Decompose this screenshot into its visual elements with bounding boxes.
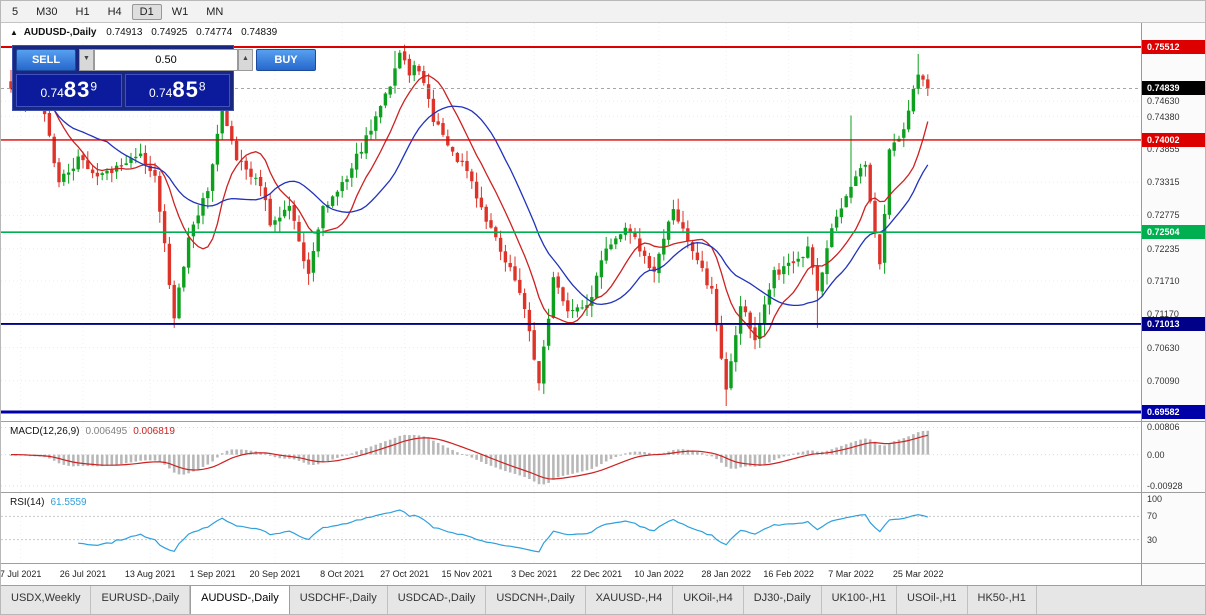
- ohlc-low: 0.74774: [196, 27, 233, 38]
- chart-tab[interactable]: USDX,Weekly: [1, 586, 92, 614]
- ohlc-open: 0.74913: [106, 27, 143, 38]
- date-tick: 22 Dec 2021: [571, 569, 623, 579]
- price-tick: 0.72775: [1147, 210, 1180, 221]
- sell-price-big-digits: 83: [63, 77, 91, 102]
- macd-indicator-label: MACD(12,26,9) 0.006495 0.006819: [10, 426, 175, 437]
- ohlc-high: 0.74925: [151, 27, 188, 38]
- chart-tab[interactable]: XAUUSD-,H4: [586, 586, 674, 614]
- time-axis: 7 Jul 2021 26 Jul 2021 13 Aug 2021 1 Sep 20…: [1, 563, 1141, 585]
- date-tick: 27 Oct 2021: [380, 569, 430, 579]
- macd-axis-tick: 0.00806: [1147, 422, 1180, 433]
- pane-separator: [1, 563, 1205, 564]
- timeframe-button-mn[interactable]: MN: [206, 5, 224, 18]
- rsi-axis-tick: 30: [1147, 534, 1158, 545]
- chart-tab[interactable]: AUDUSD-,Daily: [190, 586, 290, 614]
- current-price-label: 0.74839: [1142, 81, 1205, 96]
- price-tick: 0.73855: [1147, 144, 1180, 154]
- date-tick: 10 Jan 2022: [634, 569, 684, 579]
- sell-price[interactable]: 0.74839: [16, 74, 122, 107]
- price-tick: 0.74630: [1147, 96, 1180, 107]
- price-level-label: 0.72504: [1142, 225, 1205, 240]
- macd-name: MACD(12,26,9): [10, 426, 80, 437]
- chart-header: ▲ AUDUSD-,Daily 0.74913 0.74925 0.74774 …: [10, 27, 283, 38]
- buy-price-big-digits: 85: [172, 77, 199, 102]
- chart-tab[interactable]: USDCHF-,Daily: [290, 586, 388, 614]
- timeframe-button-5[interactable]: 5: [12, 5, 19, 18]
- price-tick: 0.73315: [1147, 177, 1180, 188]
- date-tick: 26 Jul 2021: [59, 569, 107, 579]
- price-level-label: 0.71013: [1142, 316, 1205, 331]
- chart-tab[interactable]: DJ30-,Daily: [744, 586, 822, 614]
- price-level-label: 0.74002: [1142, 132, 1205, 147]
- buy-price-pip: 8: [198, 79, 206, 94]
- date-tick: 20 Sep 2021: [249, 569, 301, 579]
- price-axis: 0.74630 0.74380 0.73855 0.73315 0.72775 0.722…: [1141, 23, 1205, 585]
- rsi-value: 61.5559: [50, 497, 87, 508]
- rsi-indicator-label: RSI(14) 61.5559: [10, 497, 87, 508]
- lot-size-stepper: ▼ ▲: [79, 49, 253, 71]
- price-tick: 0.70630: [1147, 342, 1180, 353]
- lot-decrease-button[interactable]: ▼: [79, 49, 94, 71]
- price-chart-canvas[interactable]: [1, 23, 1141, 421]
- timeframe-button-m30[interactable]: M30: [36, 5, 58, 18]
- date-tick: 1 Sep 2021: [189, 569, 236, 579]
- chart-tab[interactable]: UK100-,H1: [822, 586, 898, 614]
- date-tick: 8 Oct 2021: [320, 569, 365, 579]
- macd-axis-tick: 0.00: [1147, 449, 1165, 460]
- date-tick: 7 Jul 2021: [0, 569, 42, 579]
- buy-price[interactable]: 0.74858: [124, 74, 230, 107]
- one-click-expand-icon[interactable]: ▲: [10, 28, 18, 37]
- macd-indicator-canvas[interactable]: [1, 422, 1141, 492]
- price-tick: 0.74380: [1147, 111, 1180, 122]
- date-tick: 16 Feb 2022: [763, 569, 814, 579]
- rsi-axis-tick: 70: [1147, 511, 1158, 522]
- price-level-label: 0.69582: [1142, 405, 1205, 420]
- sell-button[interactable]: SELL: [16, 49, 76, 71]
- chart-symbol-title: AUDUSD-,Daily: [23, 27, 97, 38]
- timeframe-button-h1[interactable]: H1: [75, 5, 90, 18]
- one-click-trading-panel: SELL ▼ ▲ BUY 0.74839 0.74858: [12, 45, 316, 111]
- buy-button[interactable]: BUY: [256, 49, 316, 71]
- timeframe-button-w1[interactable]: W1: [171, 5, 189, 18]
- chart-tab[interactable]: USDCNH-,Daily: [486, 586, 586, 614]
- price-tick: 0.70090: [1147, 375, 1180, 386]
- date-tick: 3 Dec 2021: [511, 569, 558, 579]
- price-tick: 0.71170: [1147, 309, 1179, 320]
- lot-size-input[interactable]: [94, 49, 238, 71]
- date-tick: 25 Mar 2022: [892, 569, 944, 579]
- date-tick: 15 Nov 2021: [441, 569, 493, 579]
- chart-tabs-bar: USDX,Weekly EURUSD-,Daily AUDUSD-,Daily USD…: [1, 585, 1205, 614]
- lot-increase-button[interactable]: ▲: [238, 49, 253, 71]
- macd-axis-tick: -0.00928: [1147, 480, 1183, 491]
- chart-tab[interactable]: USOil-,H1: [897, 586, 968, 614]
- price-tick: 0.71710: [1147, 276, 1180, 287]
- buy-price-prefix: 0.74: [148, 86, 173, 100]
- chart-tab[interactable]: EURUSD-,Daily: [91, 586, 191, 614]
- sell-price-prefix: 0.74: [40, 86, 64, 100]
- date-tick: 28 Jan 2022: [701, 569, 751, 579]
- price-tick: 0.72235: [1147, 243, 1180, 254]
- chart-tab[interactable]: HK50-,H1: [968, 586, 1037, 614]
- rsi-name: RSI(14): [10, 497, 45, 508]
- timeframe-toolbar: 5 M30 H1 H4 D1 W1 MN: [1, 1, 1205, 23]
- timeframe-button-h4[interactable]: H4: [107, 5, 122, 18]
- chart-tab[interactable]: USDCAD-,Daily: [388, 586, 487, 614]
- date-tick: 7 Mar 2022: [828, 569, 874, 579]
- price-level-label: 0.75512: [1142, 40, 1205, 54]
- rsi-indicator-canvas[interactable]: [1, 493, 1141, 563]
- timeframe-button-d1[interactable]: D1: [131, 3, 162, 20]
- chart-tab[interactable]: UKOil-,H4: [673, 586, 744, 614]
- sell-price-pip: 9: [90, 79, 98, 94]
- ohlc-close: 0.74839: [241, 27, 278, 38]
- macd-signal-value: 0.006819: [133, 426, 175, 437]
- macd-value: 0.006495: [85, 426, 128, 437]
- pane-separator[interactable]: [1, 492, 1205, 493]
- rsi-axis-tick: 100: [1147, 494, 1163, 504]
- date-tick: 13 Aug 2021: [124, 569, 176, 579]
- pane-separator[interactable]: [1, 421, 1205, 422]
